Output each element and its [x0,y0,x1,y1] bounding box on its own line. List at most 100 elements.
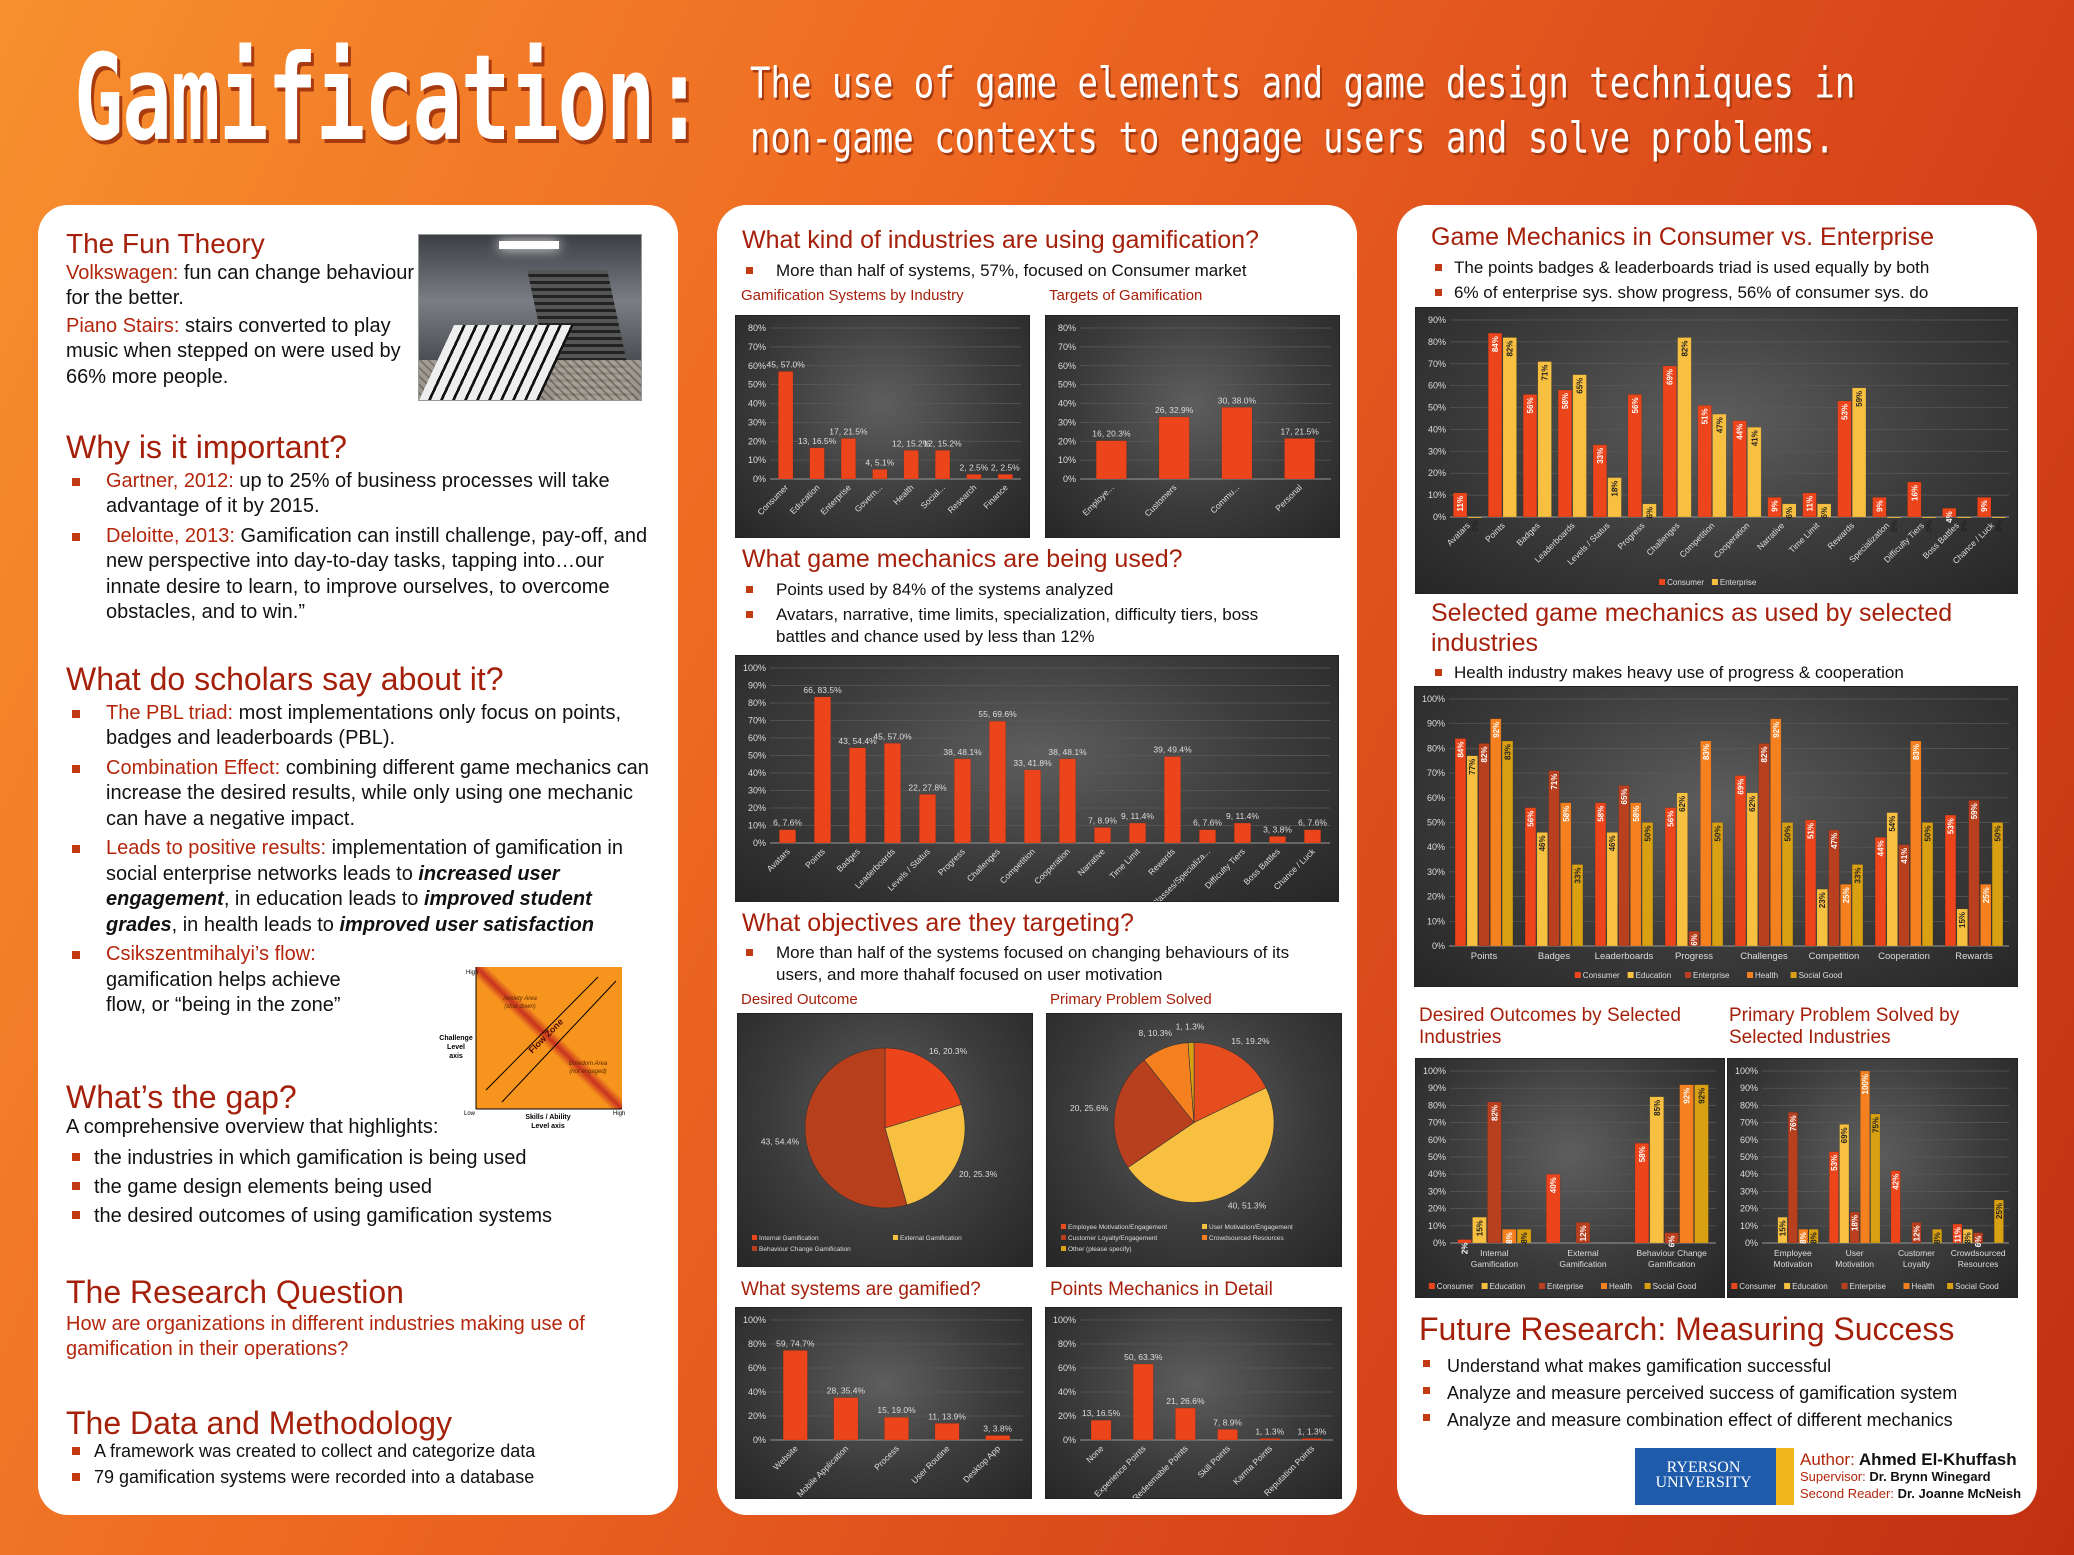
data-label: 82% [1760,746,1769,762]
bar [1711,822,1724,947]
y-tick-label: 30% [1427,867,1445,877]
bar [1782,503,1797,518]
mechanics-bullet: Avatars, narrative, time limits, special… [742,604,1302,648]
data-label: 18% [1851,1215,1860,1231]
heading-line: industries [1431,629,1538,657]
flow-lower-line [501,980,617,1103]
label: Gartner, 2012: [106,469,234,492]
author-label: Author: [1800,1450,1855,1469]
bar [1712,413,1727,518]
data-label: 71% [1541,365,1550,381]
data-label: 2% [1461,1243,1470,1255]
future-item: Analyze and measure combination effect o… [1419,1407,2019,1434]
bar [1575,1222,1591,1244]
x-tick-label: None [1084,1443,1106,1465]
y-tick-label: 40% [1428,1169,1446,1179]
data-label: 4, 5.1% [865,457,894,467]
data-label: 58% [1562,806,1571,822]
chart-svg: 0% 10% 20% 30% 40% 50% 60% 70% 80% 90% 100% 2% 15% 82… [1423,1066,1716,1291]
bar [779,829,796,844]
y-tick-label: 50% [748,380,766,390]
mechanics-bar-chart: 0% 10% 20% 30% 40% 50% 60% 70% 80% 90% 100% 6, 7.6%… [735,655,1339,902]
data-label: 9% [1771,500,1780,512]
bar [1641,822,1654,947]
y-tick-label: 80% [1058,323,1076,333]
y-tick-label: 20% [1428,1204,1446,1214]
data-label: 28, 35.4% [827,1386,866,1396]
x-tick-label: Narrative [1755,520,1787,552]
data-label: 8% [1520,1232,1529,1244]
y-tick-label: 60% [748,733,766,743]
bar [1594,802,1607,947]
bar [1094,827,1111,844]
bar [1164,756,1181,844]
data-label: 82% [1490,1105,1499,1121]
legend-swatch [1574,972,1581,978]
data-label: 62% [1748,796,1757,812]
bar [1501,740,1514,947]
data-label: 51% [1701,408,1710,424]
anxiety-label: (shut down) [504,1004,535,1010]
x-tick-label: Resources [1958,1259,1999,1269]
chart-title: Desired Outcomes by Selected Industries [1419,1005,1681,1048]
x-tick-label: Progress [936,846,967,877]
data-label: 17, 21.5% [1280,426,1319,436]
bar [884,1416,909,1441]
y-tick-label: 70% [1428,359,1446,369]
x-tick-label: Loyalty [1903,1259,1931,1269]
legend-label: Enterprise [1547,1282,1584,1291]
data-label: 8, 10.3% [1138,1028,1172,1038]
legend-label: Other (please specify) [1068,1246,1132,1253]
x-tick-label: Customer [1898,1248,1935,1258]
y-tick-label: 20% [748,803,766,813]
consumer-enterprise-heading: Game Mechanics in Consumer vs. Enterpris… [1431,223,1934,251]
data-label: 33, 41.8% [1013,758,1052,768]
legend-label: Customer Loyalty/Engagement [1068,1235,1157,1242]
data-label: 58% [1638,1146,1647,1162]
x-tick-label: Avatars [765,846,792,873]
data-label: 46% [1538,835,1547,851]
legend-label: Social Good [1653,1282,1697,1291]
y-tick-label: 0% [753,838,766,848]
data-label: 75% [1871,1117,1880,1133]
y-tick-label: 20% [1427,892,1445,902]
y-tick-label: 40% [1428,424,1446,434]
data-label: 11% [1806,496,1815,512]
label: Deloitte, 2013: [106,524,235,547]
x-tick-label: Process [872,1443,901,1472]
y-tick-label: 80% [1058,1339,1076,1349]
data-label: 16% [1910,485,1919,501]
bar [1090,1419,1112,1441]
scholars-item: Leads to positive results: implementatio… [66,836,656,938]
y-tick-label: 100% [743,663,766,673]
y-tick-label: 90% [1740,1083,1758,1093]
bar [1571,864,1584,947]
logo-text: RYERSON [1666,1459,1741,1476]
y-tick-label: 60% [748,361,766,371]
data-label: 58% [1561,393,1570,409]
y-tick-label: 40% [748,399,766,409]
data-label: 15% [1475,1220,1484,1236]
label: Volkswagen: [66,261,179,284]
y-tick-label: 70% [748,716,766,726]
x-tick-label: Rewards [1955,951,1993,962]
bar [1697,405,1712,518]
legend-label: External Gamification [900,1235,962,1242]
data-label: 12, 15.2% [923,438,962,448]
y-tick-label: 30% [748,786,766,796]
pie-slice [884,1104,966,1206]
bar [1977,497,1992,518]
y-tick-label: 10% [1428,1221,1446,1231]
bar [1095,440,1127,480]
bar [1747,427,1762,518]
bar [985,1435,1011,1441]
x-tick-label: Crowdsourced [1951,1248,2006,1258]
data-label: 51% [1806,823,1815,839]
data-label: 43, 54.4% [761,1136,800,1146]
data-label: 33% [1574,867,1583,883]
emphasis: increased user engagement [106,862,560,911]
bar [1777,1216,1788,1244]
legend-swatch [752,1246,757,1251]
future-item: Understand what makes gamification succe… [1419,1353,2019,1380]
bar [1522,394,1538,518]
